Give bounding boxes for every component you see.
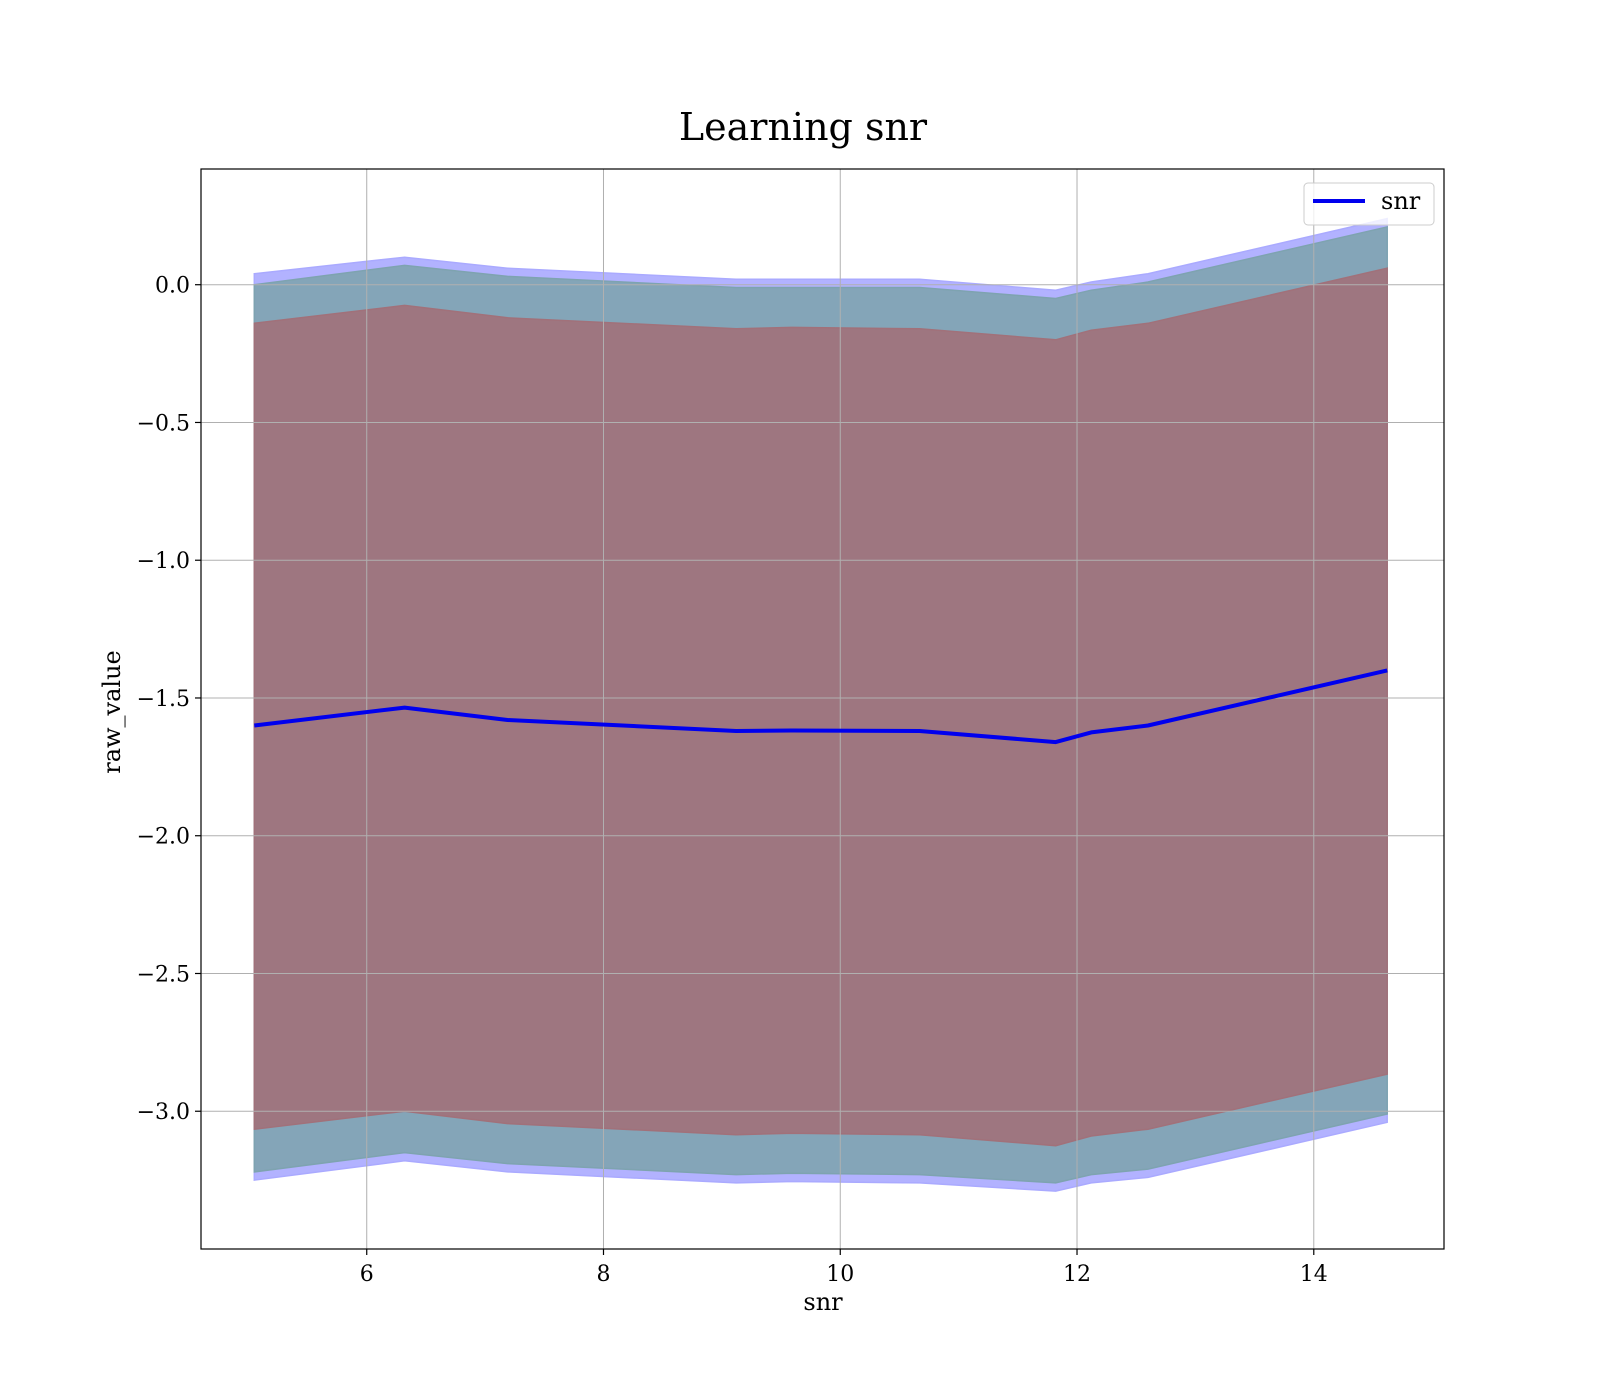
series-lines [254, 668, 1388, 745]
y-tick-label: −2.5 [137, 962, 190, 987]
y-tick-label: −1.0 [137, 549, 190, 574]
x-tick-label: 14 [1300, 1262, 1328, 1287]
x-tick-label: 6 [360, 1262, 374, 1287]
x-tick-label: 10 [826, 1262, 854, 1287]
y-tick-label: −2.0 [137, 825, 190, 850]
x-axis-label: snr [803, 1288, 843, 1316]
y-tick-label: −3.0 [137, 1100, 190, 1125]
legend: snr [1303, 182, 1435, 226]
band-2 [253, 267, 1388, 1147]
x-tick-label: 8 [596, 1262, 610, 1287]
series-line-snr [254, 668, 1388, 745]
x-axis-ticks: 6 8 10 12 14 [360, 1249, 1328, 1287]
y-tick-label: −1.5 [137, 687, 190, 712]
x-tick-label: 12 [1063, 1262, 1091, 1287]
legend-label-snr: snr [1381, 187, 1421, 215]
plot-area-frame [200, 168, 1445, 1250]
y-tick-label: −0.5 [137, 411, 190, 436]
chart-title: Learning snr [679, 105, 928, 149]
y-axis-ticks: 0.0 −0.5 −1.0 −1.5 −2.0 −2.5 −3.0 [137, 274, 201, 1125]
y-tick-label: 0.0 [155, 274, 190, 299]
grid [201, 169, 1444, 1249]
y-axis-label: raw_value [98, 650, 126, 774]
legend-box [1303, 182, 1435, 226]
confidence-bands [253, 217, 1388, 1192]
